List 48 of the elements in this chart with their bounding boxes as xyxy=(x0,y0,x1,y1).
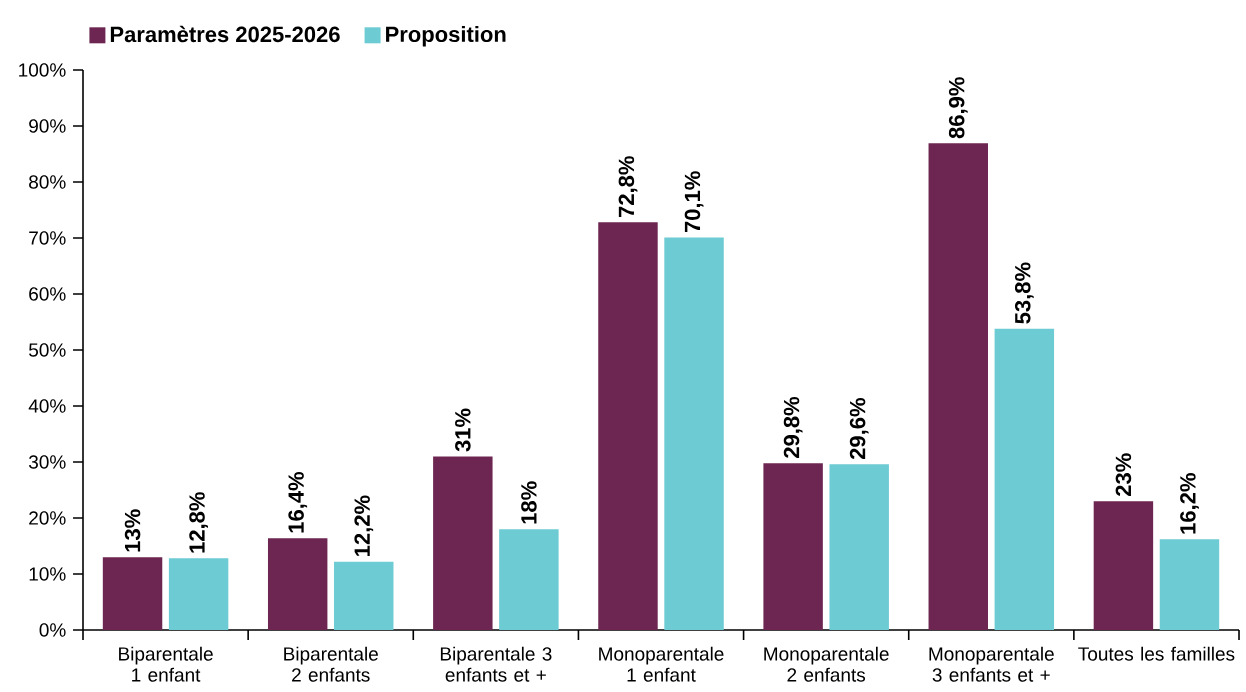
data-label: 16,4% xyxy=(288,471,308,533)
x-tick-label: Biparentale 3 enfants et + xyxy=(440,646,552,682)
bar xyxy=(664,237,724,631)
data-label: 72,8% xyxy=(618,156,638,217)
bar xyxy=(102,557,163,631)
data-label: 16,2% xyxy=(1180,473,1199,534)
bar xyxy=(433,456,493,631)
data-label: 29,8% xyxy=(783,396,803,458)
x-tick-label: Monoparentale 3 enfants et + xyxy=(929,646,1054,682)
data-label: 70,1% xyxy=(684,171,704,233)
bar xyxy=(1159,539,1220,631)
legend-label: Proposition xyxy=(386,25,506,47)
data-label: 29,6% xyxy=(849,398,869,460)
data-label: 18% xyxy=(521,481,537,524)
bar xyxy=(928,143,988,631)
x-tick-label: Toutes les familles xyxy=(1078,646,1235,661)
bar xyxy=(267,538,328,631)
y-tick-label: 80% xyxy=(29,175,66,189)
bar xyxy=(499,529,559,631)
y-tick-label: 10% xyxy=(29,567,66,581)
bar xyxy=(168,558,229,631)
x-tick-label: Biparentale 2 enfants xyxy=(284,646,378,682)
data-label: 12,2% xyxy=(354,495,374,556)
bar xyxy=(994,328,1055,631)
y-tick-label: 60% xyxy=(29,287,66,301)
y-tick-label: 30% xyxy=(28,455,66,469)
y-tick-label: 90% xyxy=(29,119,66,133)
x-tick-label: Biparentale 1 enfant xyxy=(119,646,213,682)
y-tick-label: 20% xyxy=(29,511,66,525)
data-label: 31% xyxy=(455,408,471,452)
y-tick-label: 50% xyxy=(29,343,66,357)
x-tick-label: Monoparentale 1 enfant xyxy=(599,646,724,682)
bar xyxy=(829,464,889,631)
bar xyxy=(763,463,823,631)
data-label: 53,8% xyxy=(1014,262,1034,324)
y-tick-label: 0% xyxy=(39,623,66,637)
legend-label: Paramètres 2025-2026 xyxy=(110,25,340,43)
data-label: 86,9% xyxy=(948,77,968,139)
data-label: 12,8% xyxy=(189,492,209,553)
y-tick-label: 70% xyxy=(29,231,66,245)
bar xyxy=(598,222,658,631)
y-tick-label: 40% xyxy=(28,399,66,413)
bar xyxy=(1093,501,1154,631)
bar xyxy=(334,561,394,631)
x-tick-label: Monoparentale 2 enfants xyxy=(764,646,889,682)
data-label: 13% xyxy=(124,509,141,552)
data-label: 23% xyxy=(1115,453,1132,497)
y-tick-label: 100% xyxy=(19,63,66,77)
